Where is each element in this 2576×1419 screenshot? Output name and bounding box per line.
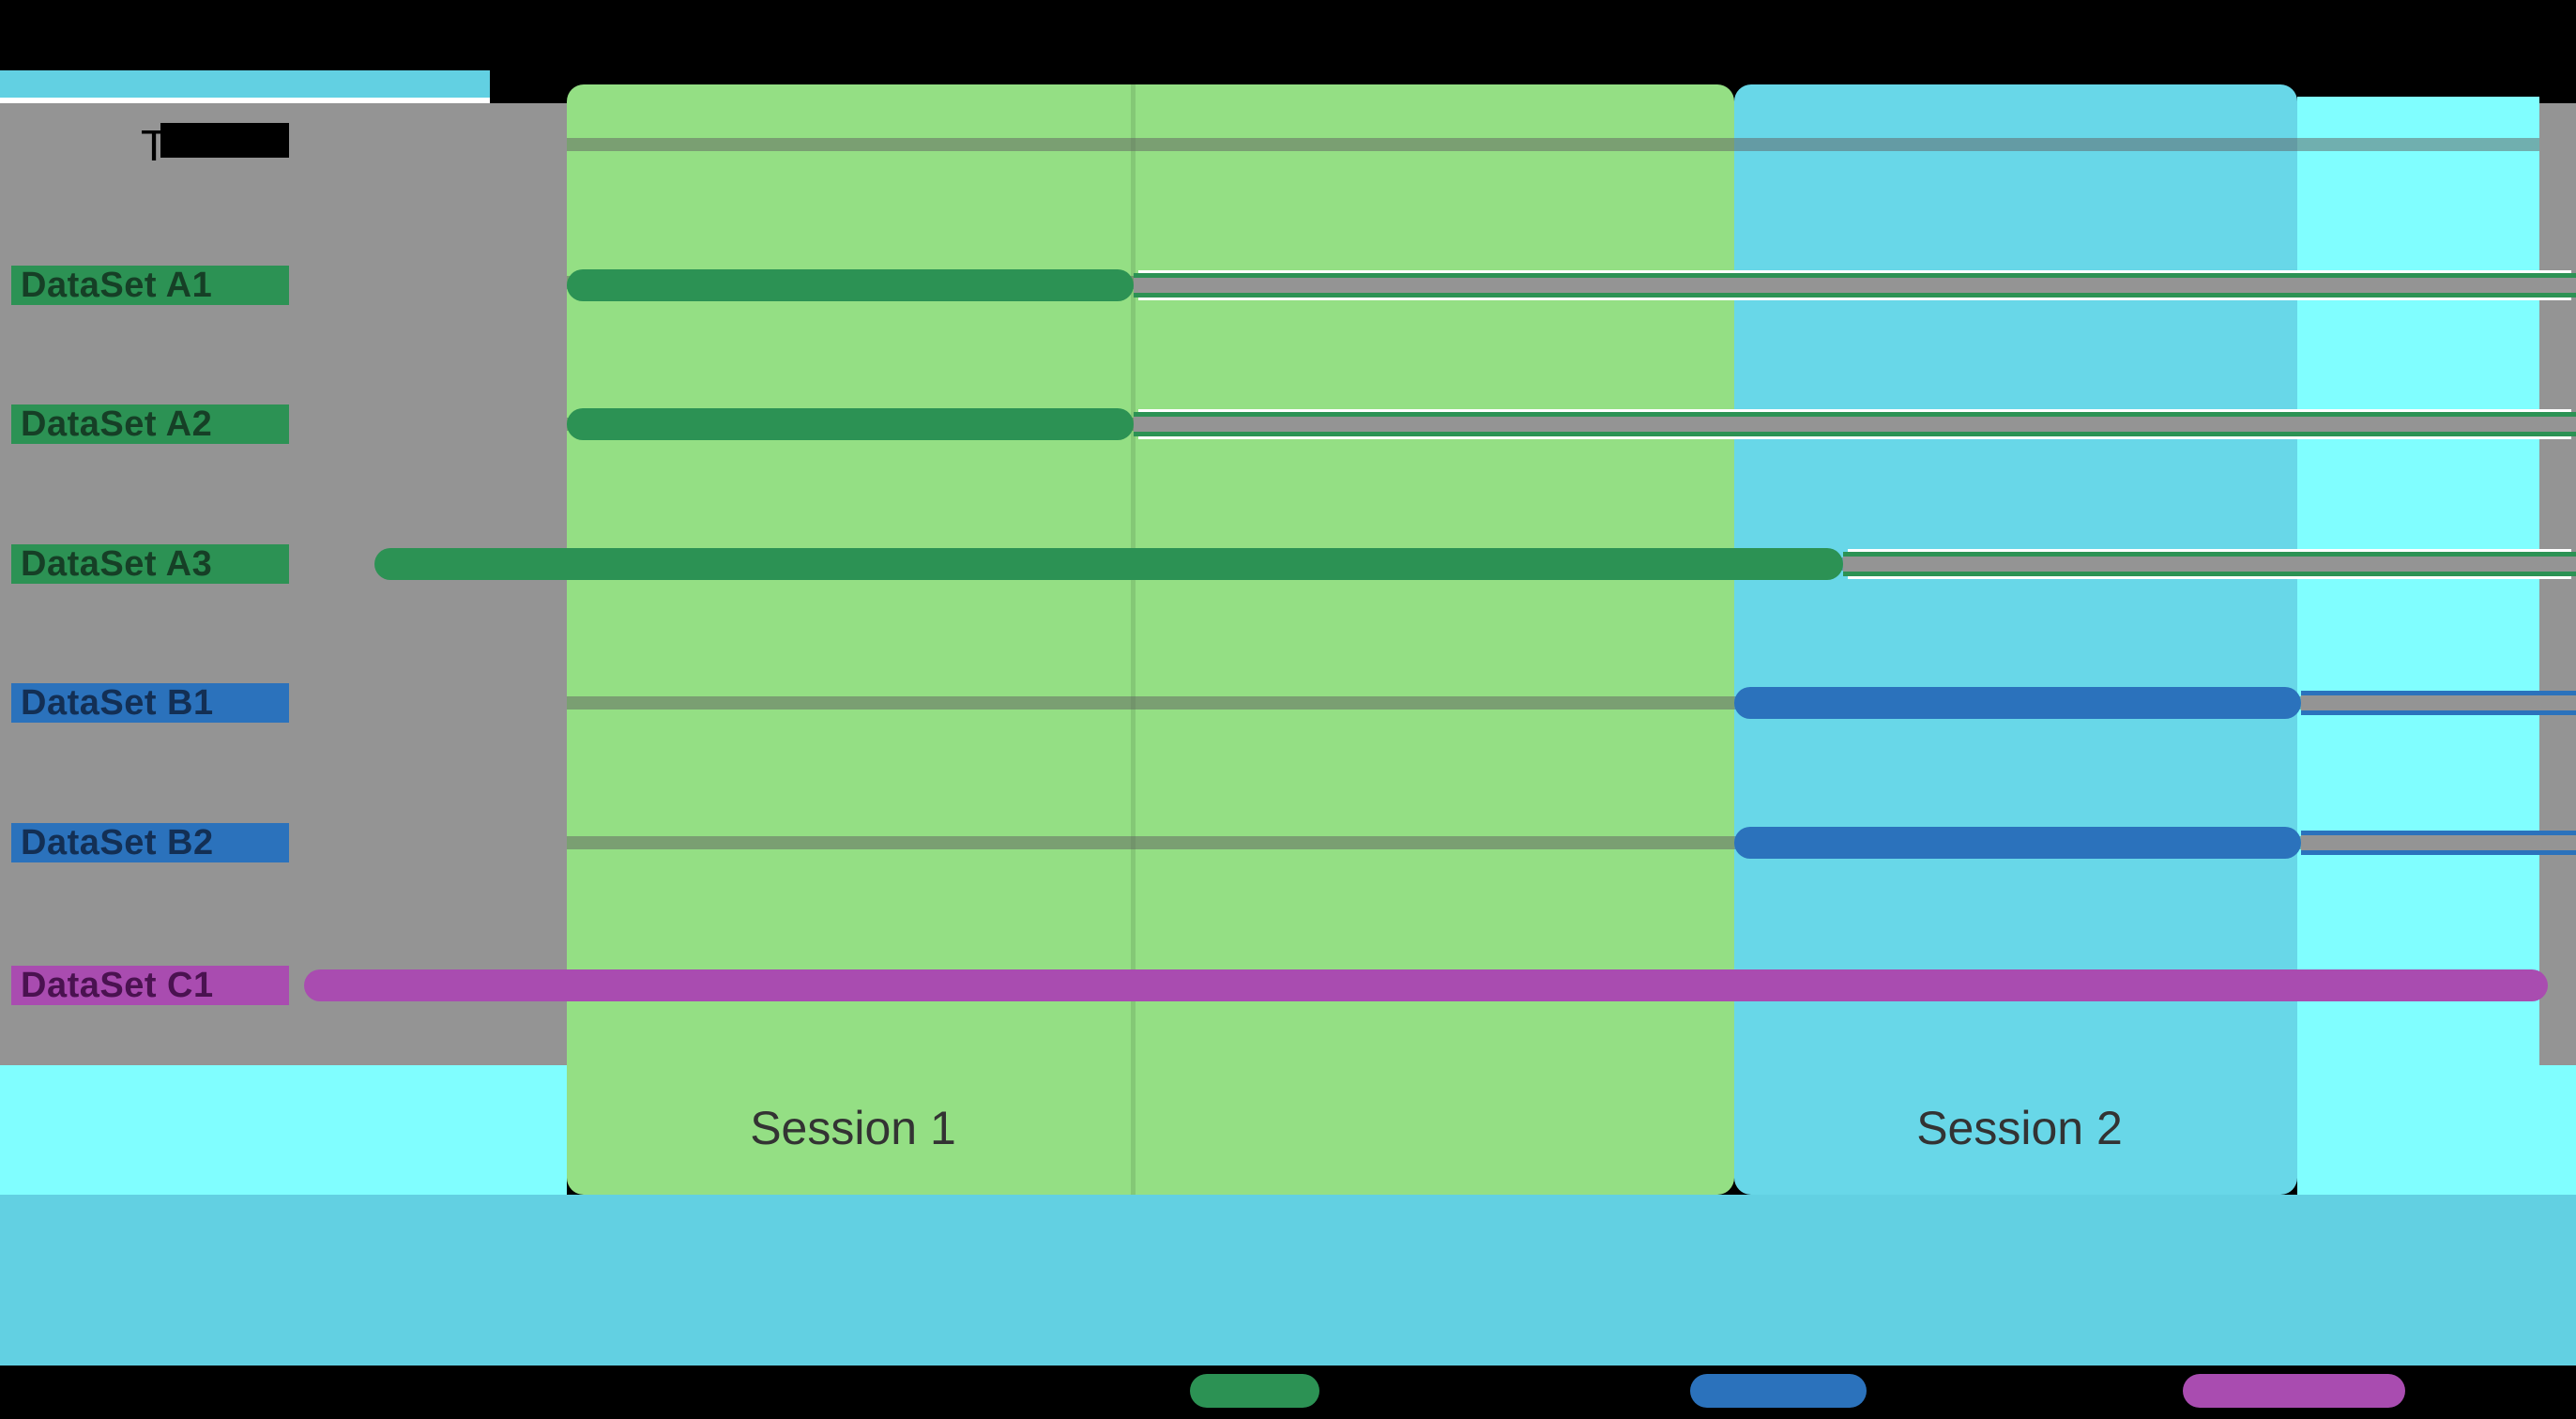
- legend-swatch-1[interactable]: [1190, 1374, 1319, 1408]
- task-bar-5[interactable]: [1734, 827, 2301, 859]
- session-label-1: Session 1: [750, 1102, 956, 1154]
- session-band-1: [567, 84, 1734, 1195]
- task-track-3: [1843, 552, 2576, 576]
- task-track-5: [2301, 831, 2576, 855]
- task-bar-6[interactable]: [304, 969, 2548, 1001]
- row-gridline-1: [567, 138, 2539, 151]
- task-track-1: [1134, 273, 2576, 298]
- session-label-2: Session 2: [1916, 1102, 2123, 1154]
- vertical-gridline: [1131, 84, 1136, 1195]
- task-track-4: [2301, 691, 2576, 715]
- legend-swatch-2[interactable]: [1690, 1374, 1867, 1408]
- task-label-5: DataSet B2: [11, 823, 289, 862]
- task-bar-1[interactable]: [567, 269, 1134, 301]
- task-bar-4[interactable]: [1734, 687, 2301, 719]
- left-bright-cyan-band: [0, 1065, 567, 1195]
- task-label-3: DataSet A3: [11, 544, 289, 584]
- task-label-1: DataSet A1: [11, 266, 289, 305]
- right-bright-cyan-band: [2297, 97, 2539, 1065]
- right-bright-cyan-band-bottom: [2297, 1065, 2576, 1195]
- task-track-2: [1134, 412, 2576, 436]
- top-cyan-strip: [0, 70, 490, 98]
- task-bar-3[interactable]: [374, 548, 1843, 580]
- task-label-6: DataSet C1: [11, 966, 289, 1005]
- top-white-line: [0, 98, 490, 103]
- legend-swatch-3[interactable]: [2183, 1374, 2405, 1408]
- bottom-cyan-band: [0, 1195, 2576, 1366]
- session-band-2: [1734, 84, 2297, 1195]
- glitch-black-box: [160, 123, 289, 158]
- task-label-4: DataSet B1: [11, 683, 289, 723]
- task-bar-2[interactable]: [567, 408, 1134, 440]
- task-label-2: DataSet A2: [11, 404, 289, 444]
